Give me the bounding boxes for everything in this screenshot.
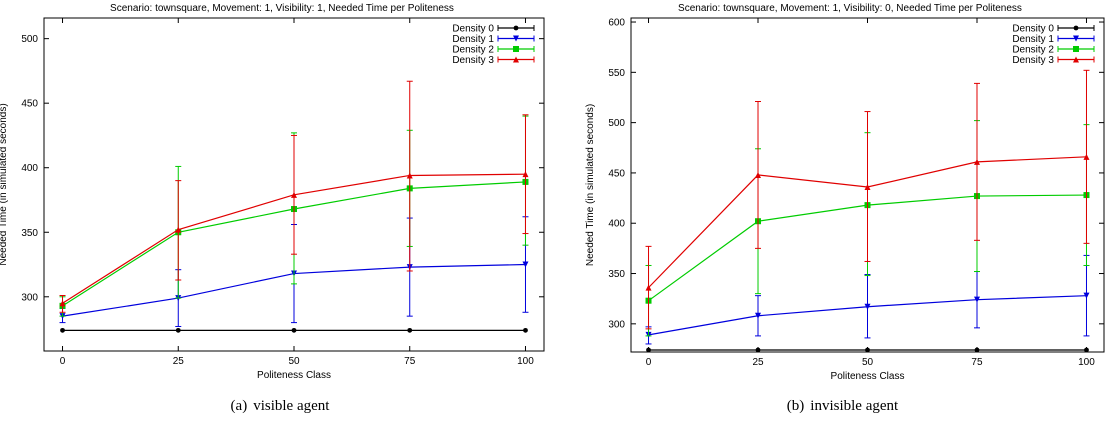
x-tick-label: 0 <box>646 357 652 368</box>
y-tick-label: 300 <box>608 319 625 330</box>
series-0 <box>646 347 1089 353</box>
y-axis-label: Needed Time (in simulated seconds) <box>585 104 596 266</box>
data-point <box>406 172 413 179</box>
legend-label: Density 1 <box>452 34 494 45</box>
y-tick-label: 350 <box>21 228 38 239</box>
legend-marker <box>513 56 519 63</box>
chart-panel-a: Scenario: townsquare, Movement: 1, Visib… <box>0 3 560 415</box>
y-tick-label: 550 <box>608 68 625 79</box>
data-point <box>864 303 871 310</box>
caption-tag: (b) <box>786 398 805 414</box>
chart-invisible-agent: Scenario: townsquare, Movement: 1, Visib… <box>585 3 1105 382</box>
legend-label: Density 3 <box>452 55 494 66</box>
chart-title: Scenario: townsquare, Movement: 1, Visib… <box>110 3 454 14</box>
data-point <box>865 347 870 353</box>
x-tick-label: 50 <box>862 357 874 368</box>
legend-marker <box>513 35 519 42</box>
legend-marker <box>1073 56 1079 63</box>
series-3 <box>645 69 1090 330</box>
chart-visible-agent: Scenario: townsquare, Movement: 1, Visib… <box>0 3 545 381</box>
caption-a: (a) visible agent <box>0 398 560 415</box>
data-point <box>755 312 762 319</box>
legend-marker <box>1073 46 1079 52</box>
chart-panel-b: Scenario: townsquare, Movement: 1, Visib… <box>570 0 1115 426</box>
caption-text: invisible agent <box>810 398 899 414</box>
x-tick-label: 25 <box>752 357 764 368</box>
data-point <box>864 184 871 191</box>
data-point <box>1083 153 1090 160</box>
y-tick-label: 450 <box>21 99 38 110</box>
data-point <box>291 327 297 333</box>
caption-tag: (a) <box>230 398 248 414</box>
data-point <box>522 261 529 268</box>
x-tick-label: 100 <box>1078 357 1095 368</box>
legend-label: Density 1 <box>1012 34 1054 45</box>
legend-label: Density 3 <box>1012 55 1054 66</box>
x-tick-label: 100 <box>517 356 534 367</box>
data-point <box>646 347 651 353</box>
y-tick-label: 400 <box>21 163 38 174</box>
data-point <box>175 226 182 233</box>
legend-label: Density 2 <box>1012 45 1054 56</box>
legend-marker <box>1073 25 1079 31</box>
x-tick-label: 25 <box>173 356 185 367</box>
x-axis-label: Politeness Class <box>257 370 331 381</box>
data-point <box>645 284 652 291</box>
y-tick-label: 300 <box>21 292 38 303</box>
y-tick-label: 500 <box>21 34 38 45</box>
legend-marker <box>1073 35 1079 42</box>
data-point <box>755 347 761 353</box>
series-1 <box>645 254 1090 345</box>
y-tick-label: 600 <box>608 18 625 29</box>
x-axis-label: Politeness Class <box>831 371 905 382</box>
caption-b: (b) invisible agent <box>570 398 1115 415</box>
data-point <box>755 171 762 178</box>
y-tick-label: 400 <box>608 219 625 230</box>
chart-title: Scenario: townsquare, Movement: 1, Visib… <box>678 3 1022 14</box>
y-axis-label: Needed Time (in simulated seconds) <box>0 103 9 265</box>
x-tick-label: 50 <box>288 356 300 367</box>
legend-label: Density 0 <box>1012 24 1054 35</box>
data-point <box>407 327 413 333</box>
x-tick-label: 75 <box>971 357 983 368</box>
y-tick-label: 350 <box>608 269 625 280</box>
legend-label: Density 2 <box>452 45 494 56</box>
data-point <box>175 327 181 333</box>
data-point <box>1083 292 1090 299</box>
data-point <box>60 327 65 333</box>
data-point <box>522 171 529 178</box>
data-point <box>1084 347 1089 353</box>
data-point <box>59 300 66 307</box>
series-0 <box>60 327 528 333</box>
legend-marker <box>513 46 519 52</box>
legend-marker <box>513 25 519 31</box>
data-point <box>291 191 297 198</box>
caption-text: visible agent <box>253 398 330 414</box>
data-point <box>523 327 528 333</box>
data-point <box>974 347 980 353</box>
legend-label: Density 0 <box>452 24 494 35</box>
y-tick-label: 500 <box>608 118 625 129</box>
x-tick-label: 0 <box>60 356 66 367</box>
x-tick-label: 75 <box>404 356 416 367</box>
data-point <box>973 158 980 165</box>
y-tick-label: 450 <box>608 168 625 179</box>
series-3 <box>59 80 529 313</box>
data-point <box>973 296 980 303</box>
